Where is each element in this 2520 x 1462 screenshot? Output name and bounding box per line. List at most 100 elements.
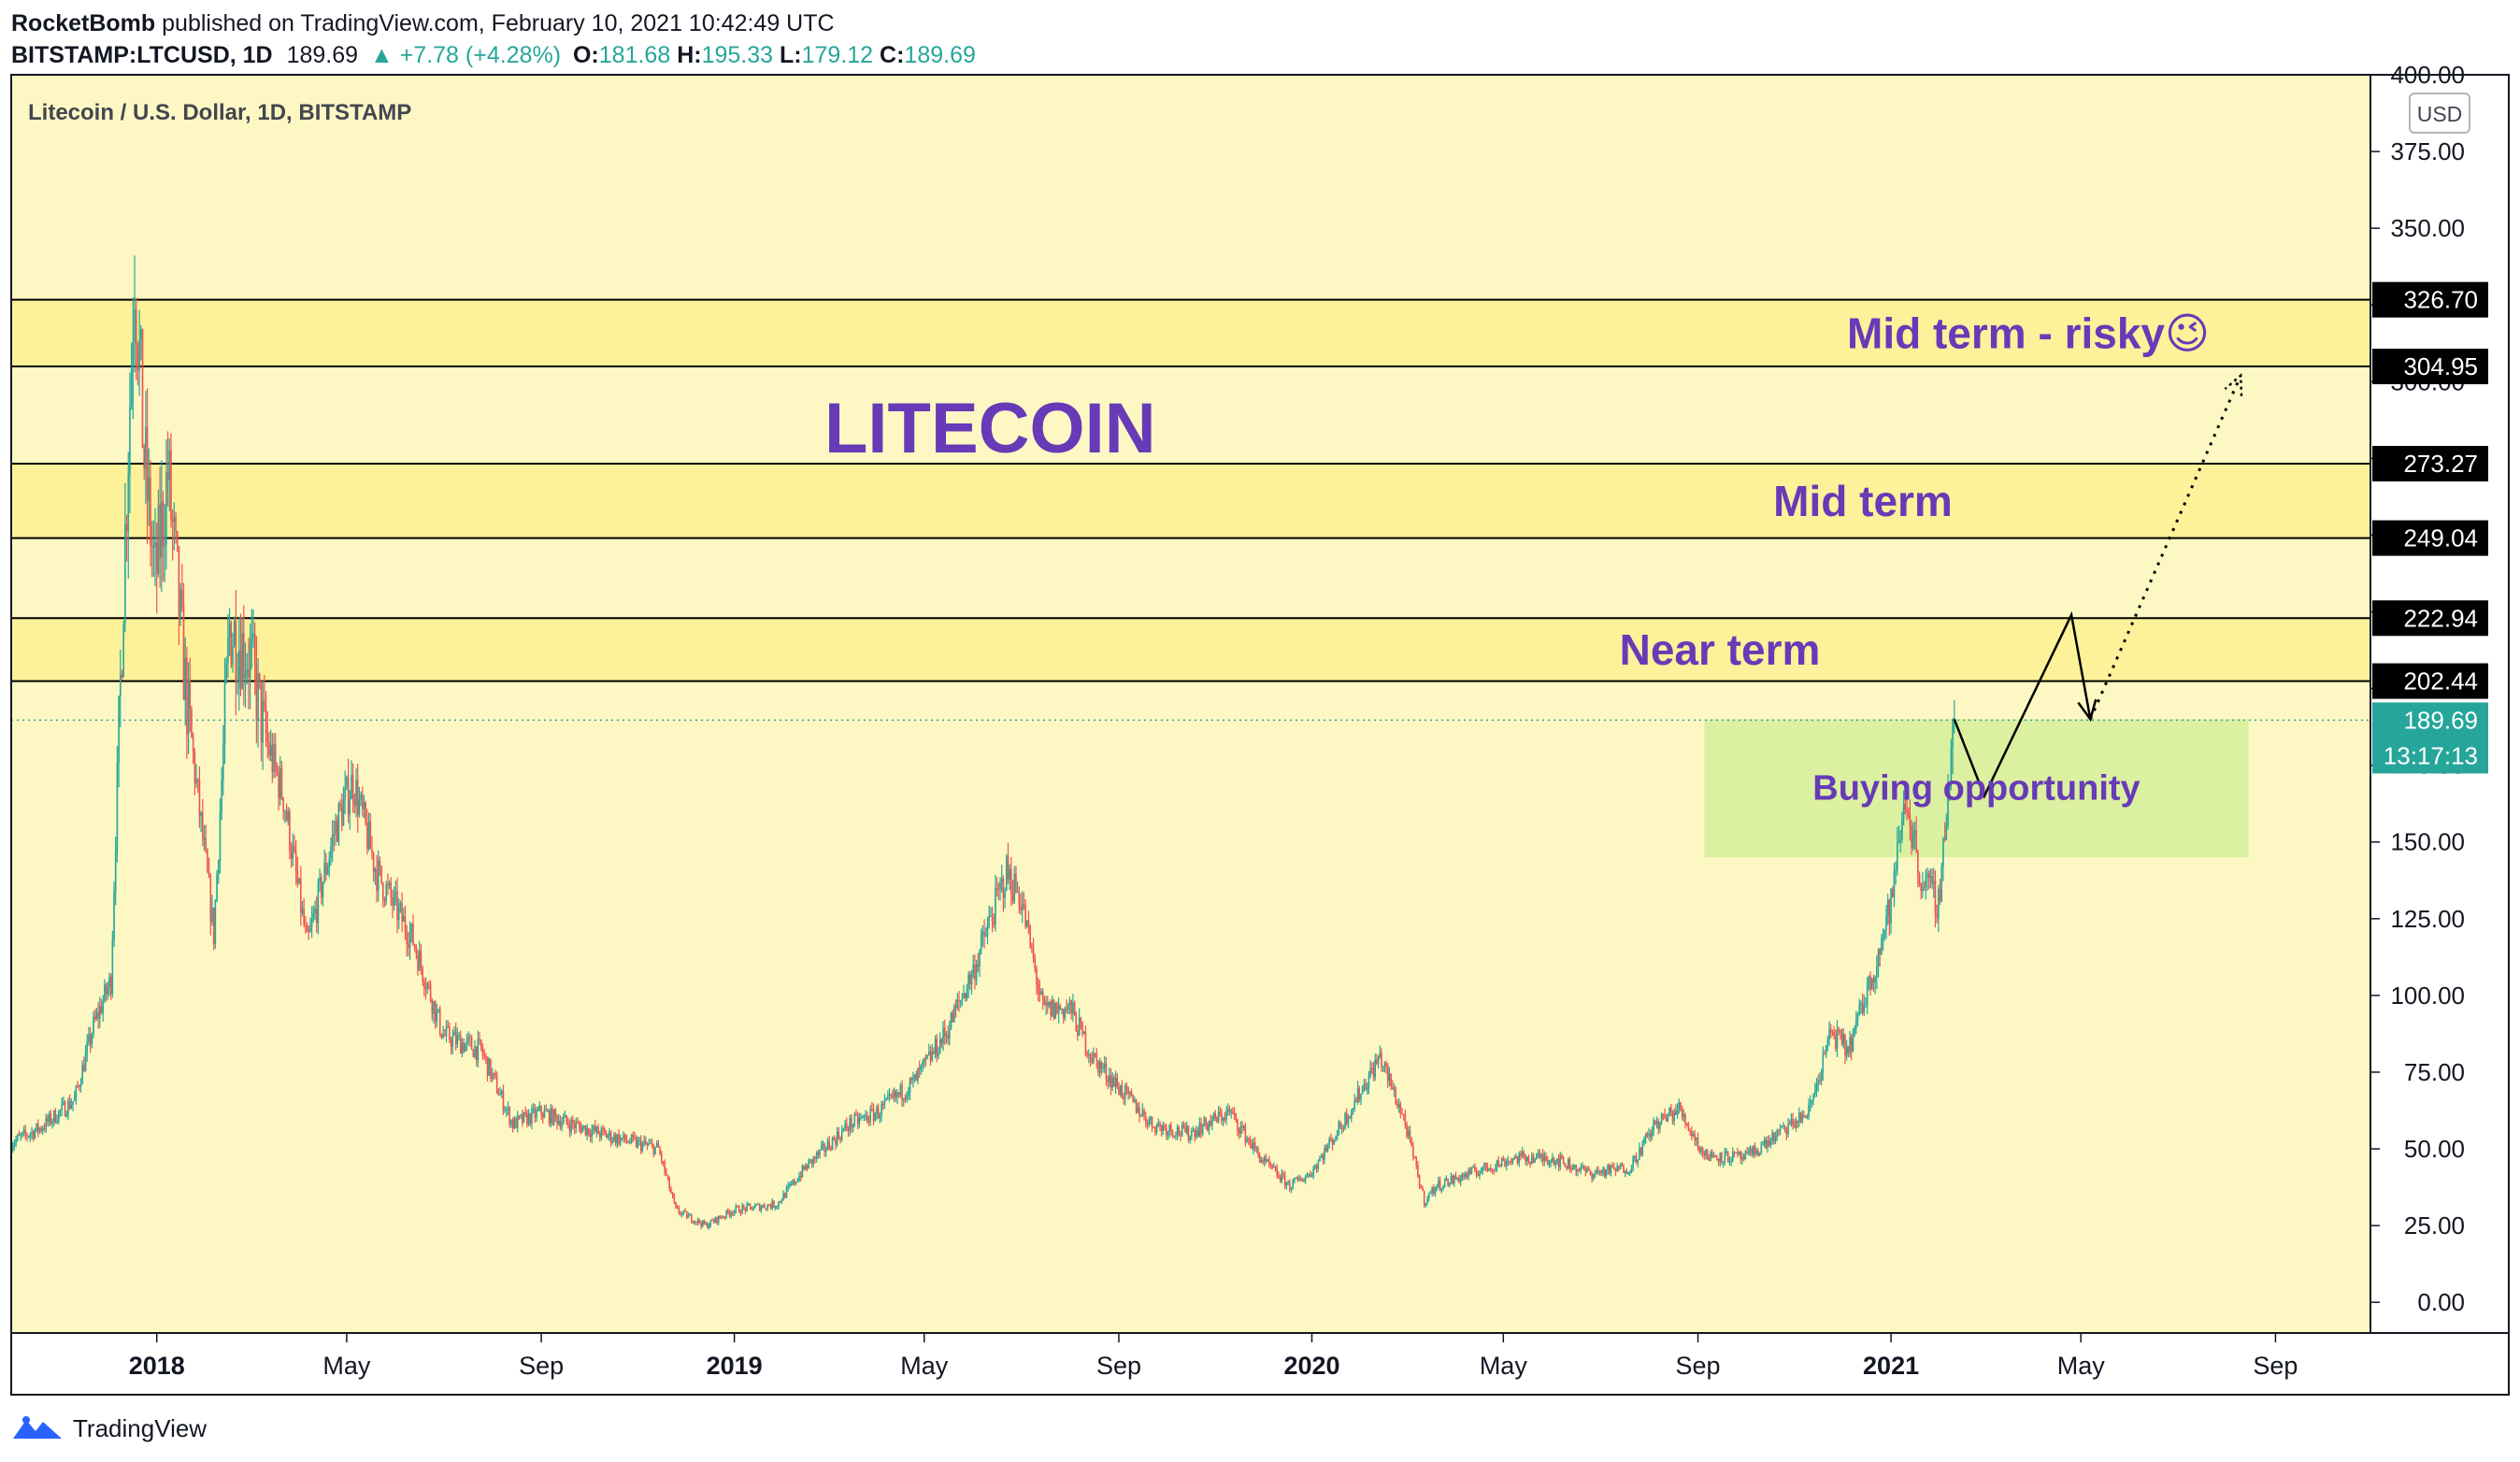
candle [429, 980, 432, 1003]
candle [1876, 955, 1878, 990]
candle [692, 1220, 694, 1225]
candle [1402, 1113, 1405, 1121]
candle [1290, 1186, 1293, 1194]
candle [872, 1103, 875, 1125]
publish-line: RocketBomb published on TradingView.com,… [11, 7, 976, 39]
candle [1562, 1155, 1565, 1165]
candle [700, 1221, 702, 1230]
candle [1532, 1153, 1535, 1164]
candle [771, 1197, 774, 1211]
y-tick-label: 50.00 [2404, 1135, 2465, 1163]
high-label: H: [677, 42, 702, 68]
candle [1127, 1086, 1129, 1100]
time-axis-bg[interactable] [11, 1333, 2509, 1395]
candle [782, 1190, 784, 1201]
candle [1659, 1121, 1661, 1134]
x-tick-label: May [2057, 1352, 2106, 1380]
candle [303, 897, 305, 928]
candle [1885, 905, 1887, 939]
candle [18, 1130, 21, 1137]
tradingview-brand[interactable]: TradingView [73, 1413, 208, 1442]
candle [694, 1220, 696, 1226]
candle [721, 1215, 723, 1220]
candle [735, 1203, 737, 1214]
chart-frame [10, 74, 2510, 1396]
tradingview-logo-icon[interactable] [11, 1414, 64, 1442]
candle [1797, 1120, 1798, 1128]
y-tick-label: 25.00 [2404, 1211, 2465, 1240]
candle [931, 1043, 934, 1063]
candle [268, 731, 270, 761]
candle [1436, 1183, 1439, 1192]
candle [269, 729, 272, 762]
candle [1552, 1153, 1554, 1164]
candle [467, 1031, 470, 1046]
candle [1845, 1039, 1848, 1061]
candle [353, 793, 356, 814]
candle [1242, 1124, 1245, 1131]
high-value: 195.33 [701, 42, 774, 68]
buy-zone[interactable] [1704, 719, 2249, 858]
candle [763, 1202, 766, 1209]
candle [70, 1097, 73, 1110]
currency-button[interactable]: USD [2409, 93, 2470, 134]
candle [1356, 1081, 1359, 1106]
chart-legend-title[interactable]: Litecoin / U.S. Dollar, 1D, BITSTAMP [28, 100, 411, 125]
candle [1295, 1177, 1297, 1180]
candle [676, 1204, 679, 1210]
candle [1790, 1112, 1793, 1127]
candle [1425, 1202, 1427, 1208]
zone-band-2[interactable] [11, 618, 2370, 681]
candle [1513, 1154, 1515, 1160]
candle [728, 1209, 731, 1218]
author-name[interactable]: RocketBomb [11, 10, 156, 36]
candle [881, 1100, 882, 1123]
candle [1664, 1108, 1666, 1120]
zone-band-0[interactable] [11, 299, 2370, 367]
candle [1206, 1122, 1209, 1132]
candle [1783, 1125, 1786, 1133]
candle [1582, 1162, 1583, 1169]
candle [1507, 1155, 1510, 1167]
candle [588, 1127, 590, 1138]
candle [1472, 1164, 1474, 1168]
candle [1034, 953, 1037, 973]
candle [1701, 1146, 1704, 1158]
candle [301, 900, 304, 917]
level-tag-label-5: 202.44 [2403, 667, 2478, 695]
candle [236, 652, 238, 695]
candle [1728, 1156, 1731, 1166]
candle [346, 775, 348, 791]
candle [1130, 1088, 1133, 1097]
candle [93, 1009, 96, 1023]
candle [798, 1171, 800, 1182]
symbol-name[interactable]: BITSTAMP:LTCUSD, 1D [11, 42, 273, 68]
candle [1719, 1152, 1722, 1168]
candle [703, 1219, 706, 1226]
candle [748, 1202, 750, 1206]
candle [325, 853, 327, 882]
candle [1390, 1073, 1392, 1091]
candle [876, 1104, 878, 1121]
candle [815, 1151, 818, 1163]
candle [186, 646, 188, 759]
candle [1874, 975, 1876, 995]
projection-dotted[interactable] [2088, 375, 2242, 721]
candle [1224, 1111, 1226, 1123]
candle [1792, 1112, 1794, 1130]
candle [600, 1125, 603, 1141]
candle [846, 1117, 848, 1132]
level-tag-label-3: 249.04 [2403, 524, 2478, 552]
candle [83, 1056, 85, 1073]
candle [1901, 811, 1903, 844]
candle [125, 514, 128, 562]
candle [545, 1104, 547, 1111]
candle [1940, 862, 1943, 903]
chart-header: RocketBomb published on TradingView.com,… [11, 7, 976, 71]
projection-path[interactable] [1953, 610, 2092, 799]
zone-band-1[interactable] [11, 464, 2370, 538]
candle [493, 1072, 495, 1081]
candle [881, 1101, 884, 1111]
candle [1319, 1155, 1321, 1162]
